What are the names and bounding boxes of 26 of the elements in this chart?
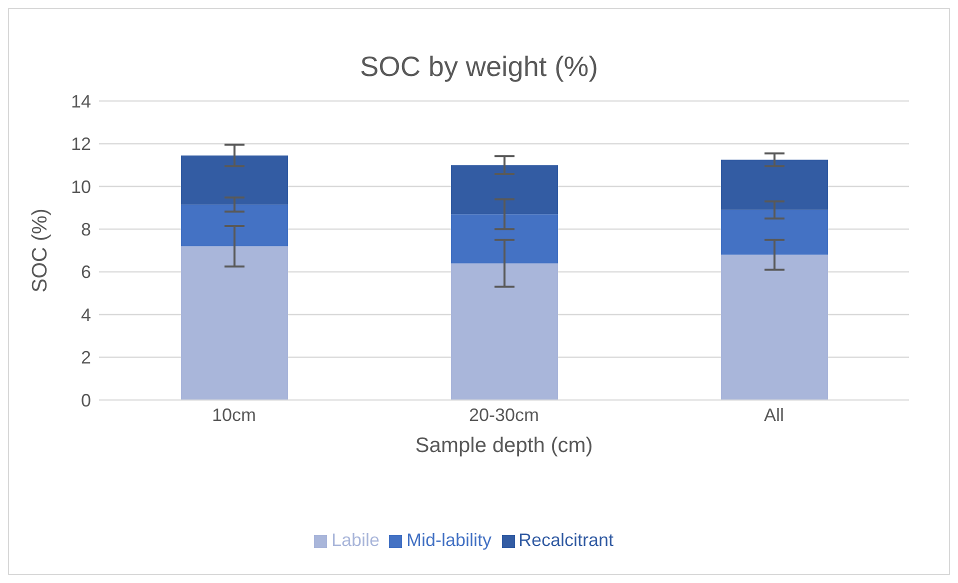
y-tick-label: 0 bbox=[80, 390, 91, 410]
y-axis-title: SOC (%) bbox=[28, 208, 52, 292]
x-axis-title: Sample depth (cm) bbox=[415, 434, 593, 457]
y-tick-label: 4 bbox=[80, 304, 91, 325]
bar bbox=[451, 165, 558, 214]
x-tick-label: 20-30cm bbox=[468, 404, 540, 425]
legend-label: Mid-lability bbox=[406, 530, 492, 550]
y-tick-label: 14 bbox=[70, 91, 91, 112]
bar bbox=[451, 214, 558, 264]
legend-label: Recalcitrant bbox=[518, 530, 614, 550]
bar bbox=[181, 155, 288, 205]
y-tick-label: 8 bbox=[80, 220, 91, 240]
bar bbox=[451, 263, 558, 400]
bar bbox=[721, 210, 828, 255]
y-tick-label: 12 bbox=[70, 134, 91, 154]
y-tick-label: 2 bbox=[80, 348, 91, 368]
x-tick-label: All bbox=[764, 404, 784, 425]
bar bbox=[181, 204, 288, 246]
chart-title: SOC by weight (%) bbox=[358, 50, 600, 82]
legend-label: Labile bbox=[331, 530, 380, 550]
bar bbox=[721, 160, 828, 210]
y-tick-label: 10 bbox=[70, 176, 91, 197]
bar bbox=[721, 254, 828, 400]
y-tick-label: 6 bbox=[80, 262, 91, 282]
bar bbox=[181, 246, 288, 400]
x-tick-label: 10cm bbox=[212, 404, 256, 425]
